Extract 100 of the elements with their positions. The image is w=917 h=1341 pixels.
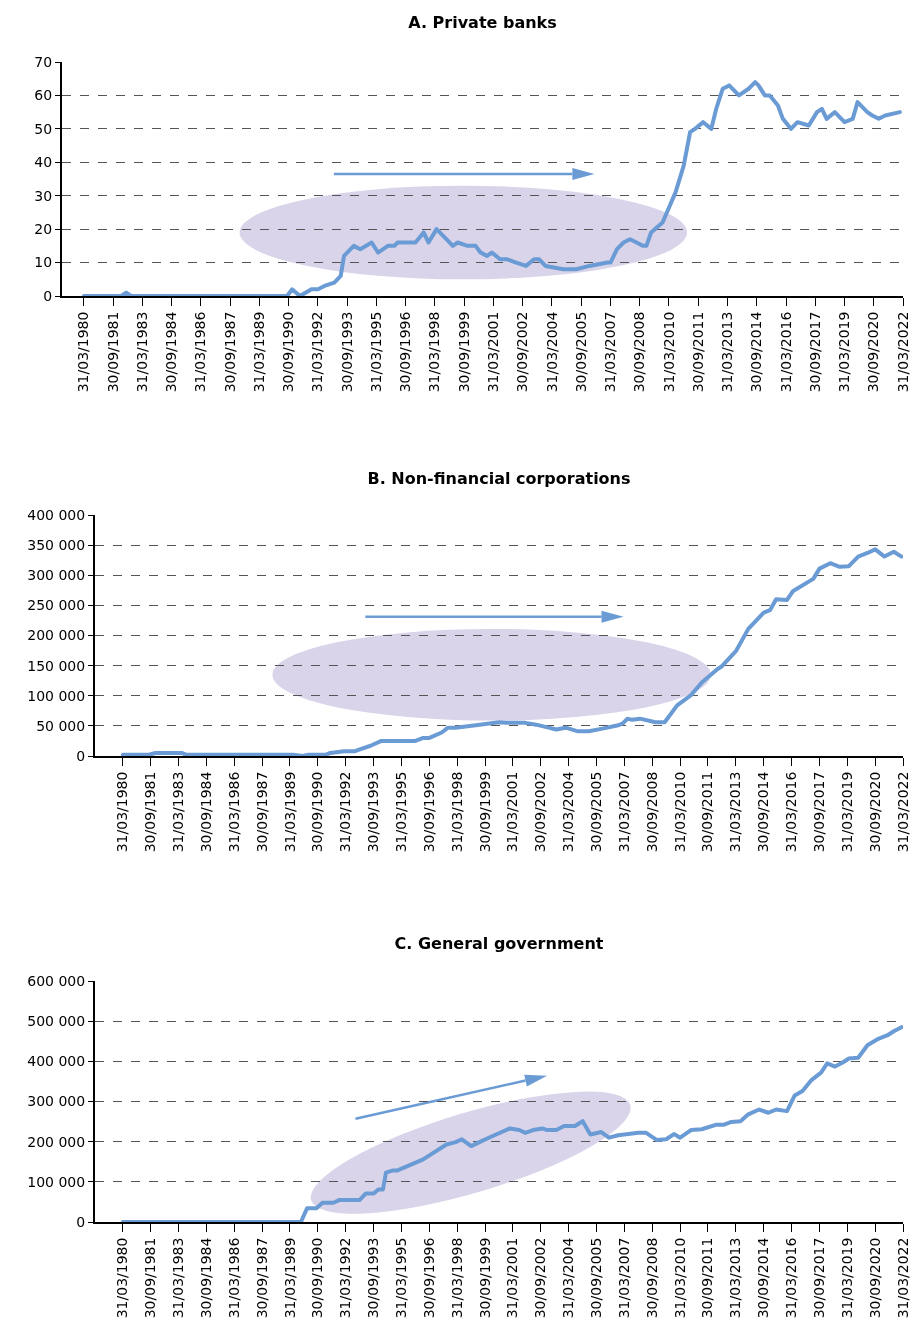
x-tick-label: 30/09/2005: [588, 771, 605, 853]
x-tick-label: 30/09/1981: [104, 311, 121, 393]
y-tick-label: 300 000: [27, 1093, 86, 1110]
x-tick-label: 30/09/1999: [476, 1237, 493, 1319]
x-tick-label: 31/03/1995: [392, 1237, 409, 1319]
x-tick-label: 30/09/1996: [420, 771, 437, 853]
y-tick-label: 50: [34, 120, 53, 137]
x-tick-label: 31/03/1980: [114, 1237, 131, 1319]
x-tick-label: 31/03/2010: [660, 311, 677, 393]
line-series: [120, 1025, 903, 1222]
y-tick-label: 20: [34, 221, 53, 238]
x-tick-label: 31/03/1980: [75, 311, 92, 393]
x-tick-label: 31/03/2019: [838, 1237, 855, 1319]
y-tick-label: 250 000: [27, 597, 86, 614]
chart-title: B. Non-financial corporations: [367, 468, 631, 488]
x-tick-label: 31/03/2004: [560, 771, 577, 853]
x-tick-label: 30/09/1993: [365, 771, 382, 853]
x-tick-label: 30/09/1987: [253, 771, 270, 853]
x-tick-label: 31/03/1989: [250, 311, 267, 393]
x-tick-label: 31/03/2016: [783, 1237, 800, 1319]
x-tick-label: 30/09/2020: [866, 1237, 883, 1319]
x-tick-label: 31/03/2013: [719, 311, 736, 393]
x-tick-label: 31/03/2007: [601, 311, 618, 393]
x-tick-label: 30/09/1984: [197, 1237, 214, 1319]
x-tick-label: 31/03/2013: [727, 771, 744, 853]
y-tick-label: 10: [34, 254, 53, 271]
y-tick-label: 40: [34, 154, 53, 171]
x-tick-label: 31/03/1983: [133, 311, 150, 393]
x-tick-label: 31/03/2022: [894, 1237, 911, 1319]
x-tick-label: 30/09/2008: [631, 311, 648, 393]
x-tick-label: 31/03/1992: [337, 771, 354, 853]
x-tick-label: 30/09/2008: [643, 1237, 660, 1319]
x-tick-label: 31/03/1986: [192, 311, 209, 393]
x-tick-label: 31/03/2022: [894, 771, 911, 853]
x-tick-label: 30/09/2014: [755, 1237, 772, 1319]
x-tick-label: 30/09/2014: [748, 311, 765, 393]
x-tick-label: 30/09/2005: [572, 311, 589, 393]
y-tick-label: 100 000: [27, 687, 86, 704]
x-tick-label: 31/03/1998: [426, 311, 443, 393]
x-tick-label: 31/03/2010: [671, 771, 688, 853]
x-tick-label: 31/03/1992: [309, 311, 326, 393]
x-tick-label: 30/09/2020: [865, 311, 882, 393]
x-tick-label: 30/09/1990: [309, 1237, 326, 1319]
x-tick-label: 31/03/2013: [727, 1237, 744, 1319]
x-tick-label: 30/09/2005: [588, 1237, 605, 1319]
x-tick-label: 31/03/2010: [671, 1237, 688, 1319]
x-tick-label: 31/03/1995: [367, 311, 384, 393]
x-tick-label: 30/09/1981: [142, 1237, 159, 1319]
y-tick-label: 350 000: [27, 537, 86, 554]
x-tick-label: 31/03/1998: [448, 1237, 465, 1319]
y-tick-label: 400 000: [27, 506, 86, 523]
x-tick-label: 30/09/2008: [643, 771, 660, 853]
x-tick-label: 30/09/1987: [253, 1237, 270, 1319]
y-tick-label: 60: [34, 87, 53, 104]
x-tick-label: 30/09/1996: [397, 311, 414, 393]
x-tick-label: 30/09/1999: [476, 771, 493, 853]
x-tick-label: 30/09/1996: [420, 1237, 437, 1319]
x-tick-label: 31/03/1998: [448, 771, 465, 853]
chart-title: A. Private banks: [408, 12, 557, 32]
x-tick-label: 31/03/1983: [170, 1237, 187, 1319]
y-tick-label: 70: [34, 53, 53, 70]
y-tick-label: 300 000: [27, 567, 86, 584]
x-tick-label: 30/09/1984: [197, 771, 214, 853]
x-tick-label: 30/09/1987: [221, 311, 238, 393]
y-tick-label: 100 000: [27, 1173, 86, 1190]
x-tick-label: 30/09/2014: [755, 771, 772, 853]
x-tick-label: 31/03/2001: [504, 771, 521, 853]
x-tick-label: 30/09/2011: [689, 311, 706, 393]
x-tick-label: 30/09/1999: [455, 311, 472, 393]
x-tick-label: 30/09/1990: [309, 771, 326, 853]
x-tick-label: 31/03/1980: [114, 771, 131, 853]
line-series: [120, 547, 903, 756]
x-tick-label: 30/09/1981: [142, 771, 159, 853]
y-tick-label: 500 000: [27, 1013, 86, 1030]
x-tick-label: 31/03/2007: [615, 1237, 632, 1319]
x-tick-label: 31/03/2016: [777, 311, 794, 393]
x-tick-label: 31/03/1989: [281, 1237, 298, 1319]
chart-title: C. General government: [394, 933, 604, 953]
x-tick-label: 30/09/2002: [532, 1237, 549, 1319]
x-tick-label: 31/03/2022: [894, 311, 911, 393]
x-tick-label: 30/09/2002: [532, 771, 549, 853]
x-tick-label: 30/09/1990: [280, 311, 297, 393]
x-tick-label: 31/03/2019: [838, 771, 855, 853]
x-tick-label: 30/09/2017: [810, 771, 827, 853]
y-tick-label: 200 000: [27, 627, 86, 644]
x-tick-label: 30/09/2017: [806, 311, 823, 393]
x-tick-label: 30/09/1993: [365, 1237, 382, 1319]
x-tick-label: 31/03/2019: [836, 311, 853, 393]
x-tick-label: 31/03/2001: [504, 1237, 521, 1319]
x-tick-label: 30/09/2011: [699, 771, 716, 853]
x-tick-label: 30/09/2011: [699, 1237, 716, 1319]
x-tick-label: 31/03/1983: [170, 771, 187, 853]
x-tick-label: 31/03/2004: [560, 1237, 577, 1319]
y-tick-label: 0: [76, 1213, 86, 1230]
x-tick-label: 30/09/1993: [338, 311, 355, 393]
y-tick-label: 0: [76, 747, 86, 764]
y-tick-label: 30: [34, 187, 53, 204]
y-tick-label: 200 000: [27, 1133, 86, 1150]
x-tick-label: 31/03/1986: [225, 1237, 242, 1319]
x-tick-label: 31/03/2007: [615, 771, 632, 853]
